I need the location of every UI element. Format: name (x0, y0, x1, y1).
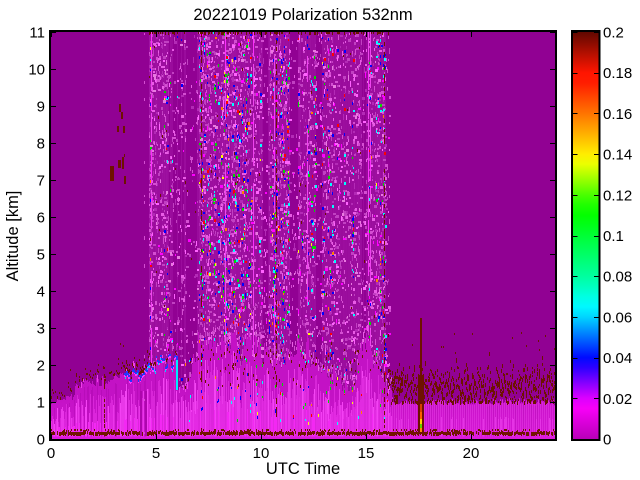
svg-text:11: 11 (29, 25, 45, 42)
svg-text:0: 0 (603, 432, 611, 449)
svg-text:0: 0 (47, 445, 55, 462)
svg-text:4: 4 (37, 284, 45, 301)
svg-text:0.18: 0.18 (603, 65, 632, 82)
svg-text:20221019 Polarization 532nm: 20221019 Polarization 532nm (193, 6, 412, 24)
svg-text:20: 20 (463, 445, 480, 462)
svg-text:5: 5 (152, 445, 160, 462)
svg-text:6: 6 (37, 210, 45, 227)
svg-text:0: 0 (37, 432, 45, 449)
svg-text:0.14: 0.14 (603, 147, 632, 164)
svg-text:15: 15 (358, 445, 375, 462)
svg-text:Altitude [km]: Altitude [km] (4, 191, 22, 282)
svg-text:0.06: 0.06 (603, 309, 632, 326)
svg-text:0.2: 0.2 (603, 25, 624, 42)
svg-text:2: 2 (37, 358, 45, 375)
svg-text:1: 1 (37, 395, 45, 412)
svg-text:3: 3 (37, 321, 45, 338)
svg-text:0.16: 0.16 (603, 106, 632, 123)
svg-text:UTC Time: UTC Time (266, 460, 340, 478)
svg-text:8: 8 (37, 136, 45, 153)
svg-text:0.1: 0.1 (603, 228, 624, 245)
svg-text:0.04: 0.04 (603, 350, 632, 367)
svg-text:9: 9 (37, 99, 45, 116)
svg-text:0.02: 0.02 (603, 391, 632, 408)
svg-text:5: 5 (37, 247, 45, 264)
svg-text:0.12: 0.12 (603, 187, 632, 204)
svg-text:0.08: 0.08 (603, 269, 632, 286)
svg-text:10: 10 (253, 445, 270, 462)
svg-text:10: 10 (28, 62, 45, 79)
svg-text:7: 7 (37, 173, 45, 190)
